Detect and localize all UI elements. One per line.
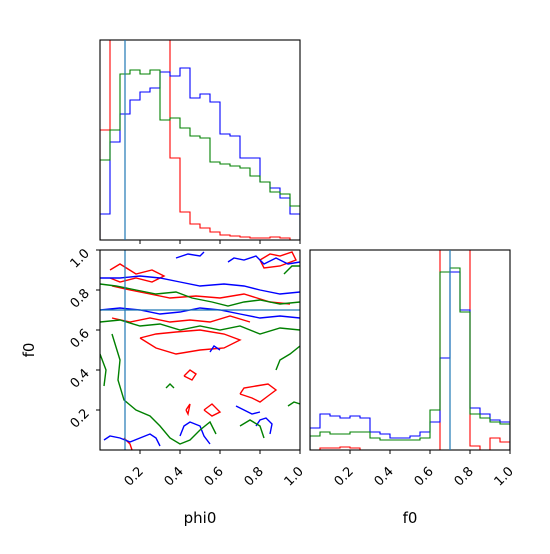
contour-green	[165, 383, 175, 389]
contour-xtick-label: 0.2	[122, 464, 147, 489]
contour-blue	[179, 421, 211, 445]
contour-ytick-label: 0.8	[68, 286, 93, 311]
phi0-red-histogram	[100, 40, 300, 240]
contour-xtick-label: 0.4	[162, 464, 187, 489]
contour-red	[203, 403, 222, 417]
contour-ytick-label: 0.2	[68, 406, 93, 431]
contour-green	[275, 345, 300, 371]
xlabel-phi0: phi0	[184, 509, 217, 527]
ylabel-f0: f0	[20, 343, 38, 358]
f0-hist-xtick-label: 0.6	[412, 464, 437, 489]
contour-red	[109, 263, 166, 283]
hist-phi0-panel	[99, 39, 301, 244]
contour-xtick-label: 0.6	[202, 464, 227, 489]
xlabel-f0: f0	[403, 509, 418, 527]
contour-red	[185, 403, 191, 417]
contour-green	[100, 353, 107, 387]
contour-green	[239, 419, 265, 439]
contour-blue	[100, 275, 300, 295]
contour-green	[287, 401, 300, 407]
contour-blue	[227, 255, 300, 265]
contour-blue	[255, 417, 273, 435]
contour-xtick-label: 0.8	[242, 464, 267, 489]
contour-green	[100, 319, 300, 335]
contour-ytick-label: 0.6	[68, 326, 93, 351]
contour-blue	[103, 433, 161, 447]
f0-hist-xtick-label: 1.0	[492, 464, 517, 489]
contour-blue	[175, 251, 205, 259]
contour-blue	[100, 307, 300, 319]
contour-green	[100, 283, 300, 307]
contour-ytick-label: 1.0	[68, 246, 93, 271]
contour-red	[259, 251, 297, 269]
phi0-green-histogram	[100, 69, 300, 240]
contour-blue	[235, 405, 261, 415]
contour-red	[111, 285, 291, 305]
contour-green	[111, 333, 217, 445]
contour-red	[239, 383, 278, 403]
f0-blue-histogram	[310, 271, 510, 450]
contour-blue	[209, 345, 221, 353]
contour-panel: 0.2 0.4 0.6 0.8 1.0 0.2 0.4 0.6 0.8 1.0	[68, 246, 307, 489]
f0-hist-xtick-label: 0.8	[452, 464, 477, 489]
f0-frame	[309, 249, 511, 451]
contour-red	[139, 329, 242, 355]
f0-green-histogram	[310, 267, 510, 450]
phi0-frame	[99, 39, 301, 241]
contour-frame	[99, 249, 301, 451]
contour-red	[111, 315, 251, 323]
f0-red-histogram	[310, 250, 510, 450]
contour-xtick-label: 1.0	[282, 464, 307, 489]
f0-hist-xtick-label: 0.2	[332, 464, 357, 489]
contour-ytick-label: 0.4	[68, 366, 93, 391]
contour-green	[283, 265, 300, 275]
contour-red	[183, 369, 197, 381]
phi0-blue-histogram	[100, 67, 300, 240]
f0-hist-xtick-label: 0.4	[372, 464, 397, 489]
hist-f0-panel: 0.2 0.4 0.6 0.8 1.0	[309, 249, 517, 489]
